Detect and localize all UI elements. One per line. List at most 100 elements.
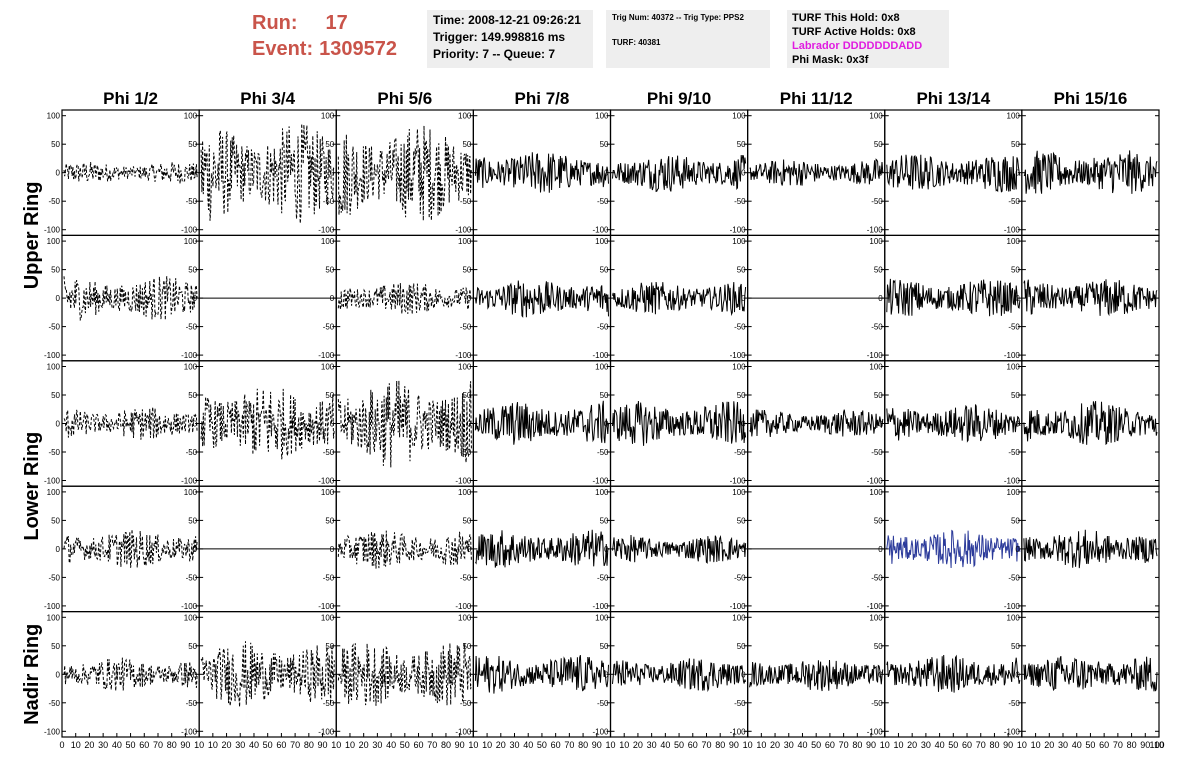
- trace: [337, 530, 472, 569]
- y-tick-label: -50: [734, 323, 746, 332]
- y-tick-label: 0: [878, 545, 883, 554]
- x-tick-label: 80: [1127, 740, 1137, 750]
- y-tick-label: -100: [318, 727, 335, 736]
- trace: [474, 280, 609, 318]
- x-tick-label: 20: [359, 740, 369, 750]
- x-tick-label: 80: [441, 740, 451, 750]
- y-tick-label: -50: [1008, 197, 1020, 206]
- y-tick-label: 100: [595, 237, 609, 246]
- y-tick-label: -100: [592, 351, 609, 360]
- y-tick-label: 100: [458, 613, 472, 622]
- x-tick-label: 60: [688, 740, 698, 750]
- y-tick-label: -50: [48, 197, 60, 206]
- x-tick-label: 20: [84, 740, 94, 750]
- x-tick-label: 20: [907, 740, 917, 750]
- column-header: Phi 11/12: [780, 89, 853, 108]
- x-tick-label: 10: [756, 740, 766, 750]
- y-tick-label: -100: [730, 727, 747, 736]
- y-tick-label: -50: [323, 699, 335, 708]
- y-tick-label: -100: [318, 602, 335, 611]
- y-tick-label: -50: [186, 699, 198, 708]
- trace: [474, 529, 609, 568]
- trace: [612, 281, 747, 317]
- column-header: Phi 15/16: [1054, 89, 1128, 108]
- turf-hold-text: TURF This Hold: 0x8: [792, 12, 900, 24]
- x-tick-label: 50: [126, 740, 136, 750]
- y-tick-label: 50: [737, 642, 746, 651]
- y-tick-label: -50: [48, 448, 60, 457]
- y-tick-label: 50: [874, 642, 883, 651]
- y-tick-label: 100: [1007, 613, 1021, 622]
- x-tick-label: 50: [674, 740, 684, 750]
- y-tick-label: 50: [874, 140, 883, 149]
- y-tick-label: 100: [869, 112, 883, 121]
- y-tick-label: -100: [867, 602, 884, 611]
- priority-text: Priority: 7 -- Queue: 7: [433, 47, 556, 61]
- x-tick-label: 70: [564, 740, 574, 750]
- trace: [1023, 529, 1158, 569]
- y-tick-label: -50: [186, 323, 198, 332]
- y-tick-label: 50: [600, 140, 609, 149]
- y-tick-label: -100: [592, 602, 609, 611]
- y-tick-label: -100: [44, 226, 61, 235]
- y-tick-label: 50: [1011, 140, 1020, 149]
- trace: [886, 529, 1021, 569]
- turf-active-text: TURF Active Holds: 0x8: [792, 26, 916, 38]
- trace: [63, 276, 198, 322]
- event-label: Event:: [252, 38, 314, 60]
- y-tick-label: 0: [741, 294, 746, 303]
- trace: [200, 123, 335, 224]
- y-tick-label: -100: [455, 477, 472, 486]
- y-tick-label: 100: [184, 488, 198, 497]
- trace: [612, 400, 747, 446]
- x-tick-label: 70: [976, 740, 986, 750]
- y-tick-label: 100: [458, 237, 472, 246]
- y-tick-label: 50: [325, 516, 334, 525]
- y-tick-label: 100: [1007, 237, 1021, 246]
- x-tick-label: 60: [414, 740, 424, 750]
- y-tick-label: 0: [741, 545, 746, 554]
- y-tick-label: 50: [462, 140, 471, 149]
- x-tick-label: 80: [578, 740, 588, 750]
- y-tick-label: -100: [1004, 727, 1021, 736]
- y-tick-label: -50: [460, 699, 472, 708]
- time-info-box: Time: 2008-12-21 09:26:21 Trigger: 149.9…: [427, 10, 593, 68]
- trace: [337, 125, 472, 221]
- y-tick-label: -50: [460, 448, 472, 457]
- y-tick-label: 0: [1015, 545, 1020, 554]
- y-tick-label: 50: [188, 140, 197, 149]
- y-tick-label: -100: [318, 351, 335, 360]
- x-tick-label: 50: [263, 740, 273, 750]
- y-tick-label: 0: [56, 420, 61, 429]
- trace: [886, 278, 1021, 317]
- x-tick-label: 50: [400, 740, 410, 750]
- y-tick-label: -50: [323, 197, 335, 206]
- y-tick-label: -50: [734, 448, 746, 457]
- y-tick-label: 100: [595, 363, 609, 372]
- y-tick-label: -50: [460, 573, 472, 582]
- phi-mask-text: Phi Mask: 0x3f: [792, 54, 869, 66]
- x-tick-label: 10: [619, 740, 629, 750]
- run-event-block: Run: 17 Event: 1309572: [252, 10, 397, 62]
- y-tick-label: 50: [874, 391, 883, 400]
- y-tick-label: 100: [869, 237, 883, 246]
- ring-label: Upper Ring: [21, 182, 43, 290]
- trace: [200, 641, 335, 707]
- y-tick-label: 0: [604, 294, 609, 303]
- panel-frame: [61, 109, 200, 237]
- x-tick-label: 0: [59, 740, 64, 750]
- x-tick-label: 30: [784, 740, 794, 750]
- y-tick-label: 0: [1015, 169, 1020, 178]
- x-tick-label: 10: [893, 740, 903, 750]
- y-tick-label: 50: [1011, 642, 1020, 651]
- y-tick-label: 50: [325, 642, 334, 651]
- trace: [63, 657, 198, 691]
- x-tick-label: 30: [372, 740, 382, 750]
- y-tick-label: 100: [321, 363, 335, 372]
- y-tick-label: 0: [604, 670, 609, 679]
- y-tick-label: 0: [467, 420, 472, 429]
- trace: [63, 406, 198, 440]
- y-tick-label: -50: [1008, 323, 1020, 332]
- x-tick-label: 10: [331, 740, 341, 750]
